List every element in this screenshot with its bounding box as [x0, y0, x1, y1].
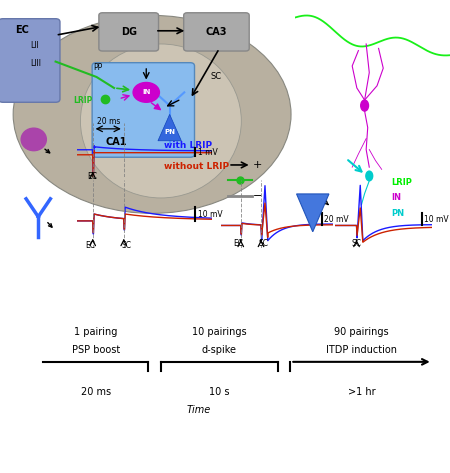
Text: PP: PP: [94, 63, 103, 72]
Text: LIII: LIII: [31, 59, 42, 68]
Text: EC: EC: [14, 25, 28, 35]
Circle shape: [133, 82, 159, 102]
Text: SC: SC: [122, 241, 131, 250]
FancyBboxPatch shape: [99, 13, 158, 51]
Text: 10 mV: 10 mV: [198, 210, 223, 219]
Text: with LRIP: with LRIP: [164, 141, 212, 150]
Text: EC: EC: [234, 239, 243, 248]
Text: +: +: [253, 160, 262, 170]
Text: 1 mV: 1 mV: [198, 148, 218, 157]
Text: 20 mV: 20 mV: [324, 215, 349, 224]
Text: SR: SR: [299, 81, 310, 90]
Ellipse shape: [81, 44, 241, 198]
Text: d-spike: d-spike: [202, 345, 237, 355]
Circle shape: [21, 128, 46, 151]
Text: 10 mV: 10 mV: [424, 215, 449, 224]
Polygon shape: [297, 194, 329, 232]
Text: −: −: [253, 191, 262, 201]
Text: without LRIP: without LRIP: [164, 162, 230, 171]
Text: SP: SP: [299, 148, 310, 157]
Text: LII: LII: [31, 42, 40, 51]
Text: EC: EC: [85, 241, 95, 250]
Text: 10 s: 10 s: [209, 387, 230, 397]
Ellipse shape: [13, 16, 291, 213]
Text: IN: IN: [142, 89, 150, 96]
Text: SC: SC: [351, 239, 361, 248]
Text: 1 pairing: 1 pairing: [74, 327, 117, 337]
Text: CA3: CA3: [206, 27, 227, 37]
Text: SC: SC: [211, 72, 222, 81]
Text: >1 hr: >1 hr: [348, 387, 375, 397]
Text: LRIP: LRIP: [391, 178, 412, 187]
Text: EC: EC: [88, 172, 98, 181]
FancyBboxPatch shape: [184, 13, 249, 51]
Text: PN: PN: [391, 209, 404, 218]
Text: 20 ms: 20 ms: [81, 387, 111, 397]
Text: 10 pairings: 10 pairings: [192, 327, 247, 337]
Text: Time: Time: [186, 405, 211, 415]
Text: PSP boost: PSP boost: [72, 345, 120, 355]
Text: SC: SC: [258, 239, 268, 248]
Text: PN: PN: [164, 129, 175, 135]
Text: 90 pairings: 90 pairings: [334, 327, 389, 337]
Text: IN: IN: [391, 193, 401, 202]
FancyBboxPatch shape: [0, 19, 60, 102]
Text: ITDP induction: ITDP induction: [326, 345, 397, 355]
Circle shape: [366, 171, 373, 181]
Text: 20 ms: 20 ms: [97, 117, 120, 126]
Text: DG: DG: [121, 27, 137, 37]
Text: CA1: CA1: [105, 137, 127, 147]
Text: LRIP: LRIP: [73, 96, 93, 105]
Circle shape: [361, 100, 369, 111]
Text: SLM: SLM: [299, 33, 317, 42]
Text: 50 μm: 50 μm: [418, 4, 440, 10]
FancyBboxPatch shape: [92, 63, 194, 157]
Polygon shape: [158, 114, 181, 141]
